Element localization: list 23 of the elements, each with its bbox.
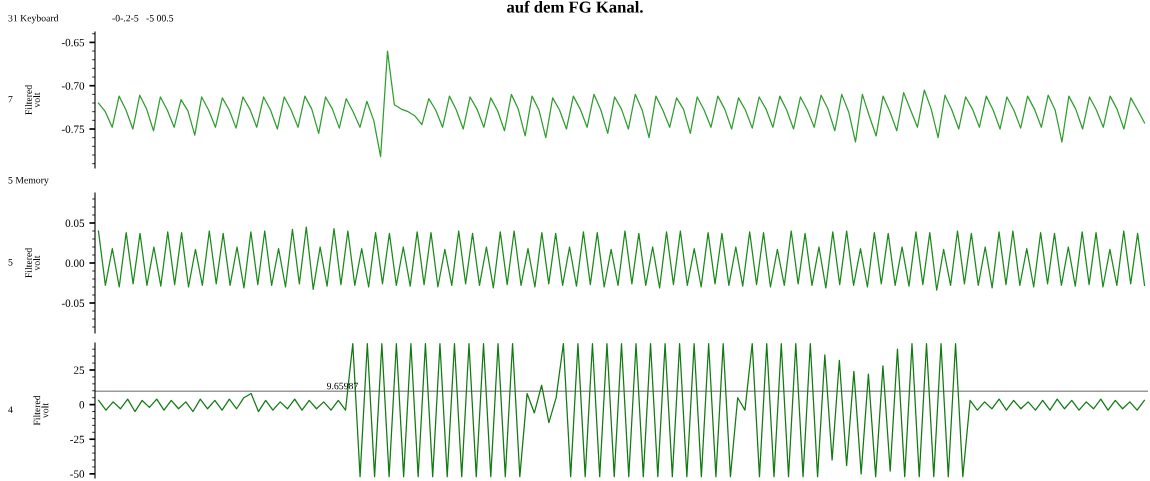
y-tick-label: -0.65 — [61, 38, 85, 47]
line-series — [98, 343, 1145, 478]
chart-title: 5 Memory — [8, 176, 49, 186]
y-tick-label: -0.05 — [61, 299, 85, 308]
y-tick-label: 0 — [79, 401, 85, 409]
text: -0-.2-5 -5 00.5 — [112, 14, 174, 22]
y-tick-label: -25 — [70, 435, 85, 444]
text: 7 — [8, 95, 13, 103]
chart-subtitle: 31 Keyboard — [8, 14, 59, 24]
line-series — [97, 50, 1146, 158]
y-axis-title: Filtered volt — [25, 248, 41, 278]
y-tick-label: 0.00 — [65, 259, 85, 268]
text: 5 — [8, 258, 13, 266]
text: 4 — [8, 406, 13, 413]
y-tick-label: -50 — [70, 470, 85, 478]
y-axis-title: Filtered volt — [33, 395, 49, 426]
line-series — [97, 226, 1146, 291]
chart-title: auf dem FG Kanal. — [507, 0, 643, 13]
y-tick-label: -0.75 — [61, 125, 85, 134]
y-axis-title: Filtered volt — [25, 85, 41, 115]
y-tick-label: -0.70 — [61, 82, 85, 90]
y-tick-label: 0.05 — [65, 219, 85, 228]
y-tick-label: 25 — [73, 366, 85, 374]
